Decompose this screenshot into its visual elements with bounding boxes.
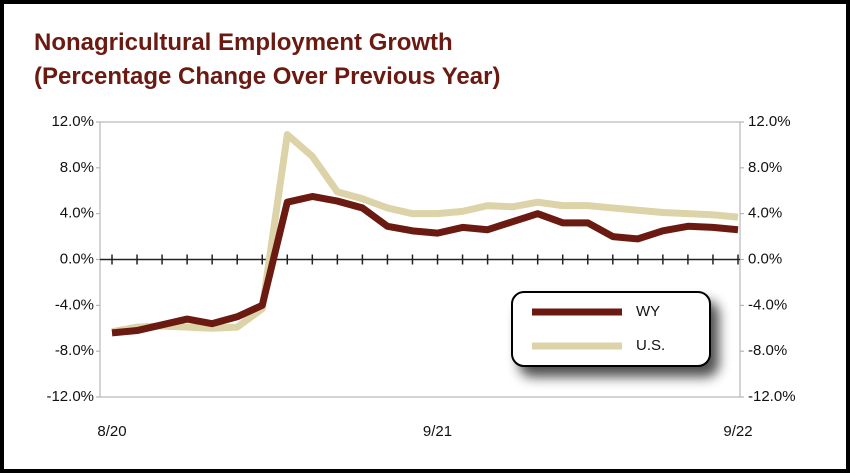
chart-subtitle: (Percentage Change Over Previous Year)	[34, 63, 500, 90]
y2-tick-label: -8.0%	[748, 342, 787, 359]
y2-tick-label: 8.0%	[748, 159, 782, 176]
y-tick-label: 12.0%	[51, 113, 94, 130]
y-tick-label: -8.0%	[55, 342, 94, 359]
x-tick-label: 9/22	[723, 423, 752, 440]
y2-tick-label: 4.0%	[748, 205, 782, 222]
y2-tick-label: 12.0%	[748, 113, 791, 130]
y-tick-label: -4.0%	[55, 296, 94, 313]
legend-box	[511, 291, 711, 367]
legend: WY U.S.	[511, 291, 711, 367]
y2-tick-label: -12.0%	[748, 388, 796, 405]
x-tick-label: 9/21	[423, 423, 452, 440]
y-tick-label: -12.0%	[46, 388, 94, 405]
x-tick-label: 8/20	[97, 423, 126, 440]
series-line	[111, 131, 739, 336]
y-tick-label: 4.0%	[60, 205, 94, 222]
y2-tick-label: -4.0%	[748, 296, 787, 313]
series-line	[111, 192, 739, 337]
y-tick-label: 0.0%	[60, 250, 94, 267]
legend-label: WY	[636, 303, 660, 320]
legend-label: U.S.	[636, 337, 665, 354]
y-tick-label: 8.0%	[60, 159, 94, 176]
y2-tick-label: 0.0%	[748, 250, 782, 267]
chart-title: Nonagricultural Employment Growth	[34, 29, 453, 56]
